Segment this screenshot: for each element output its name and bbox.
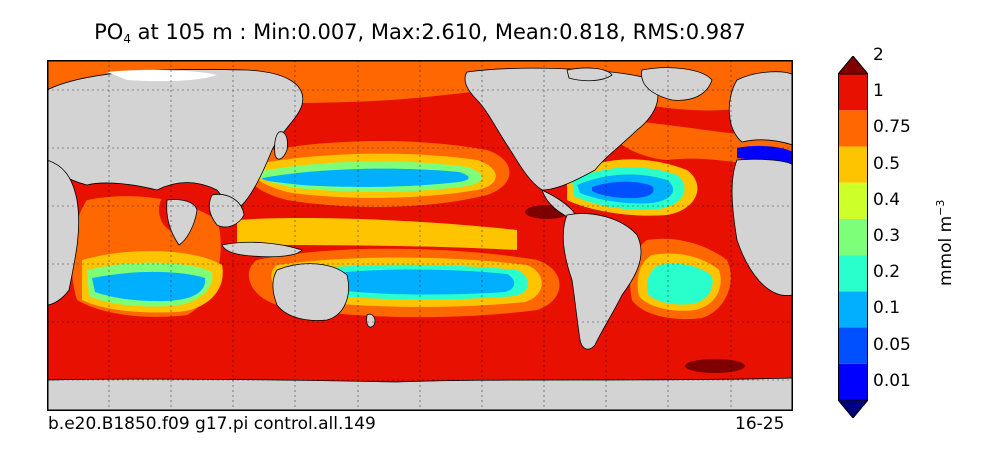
colorbar-segment (838, 146, 868, 183)
colorbar-tick-label: 0.05 (873, 334, 911, 355)
colorbar-tick-label: 1 (873, 81, 884, 102)
arctic-ice (107, 69, 217, 82)
colorbar-tick-label: 0.1 (873, 298, 901, 319)
colorbar-tick-label: 0.01 (873, 370, 911, 391)
land-arctic-islands (566, 67, 613, 82)
unit-exponent: −3 (934, 199, 948, 216)
colorbar-segment (838, 327, 868, 364)
unit-base: mmol m (935, 215, 956, 287)
colorbar-segment (838, 291, 868, 328)
colorbar-segment (838, 182, 868, 219)
land-africa-east (731, 158, 793, 296)
colorbar-segment (838, 110, 868, 147)
colorbar-tick-label: 0.5 (873, 153, 901, 174)
colorbar-frame (838, 73, 868, 401)
land-india (166, 199, 198, 246)
world-map (47, 60, 793, 411)
title-variable: PO (94, 20, 124, 44)
south-atlantic-teal (647, 263, 713, 305)
gridlines (47, 60, 793, 411)
land-europe (728, 71, 793, 146)
north-pacific-blue (262, 168, 469, 187)
colorbar-tick-label: 0.3 (873, 226, 901, 246)
indian-ocean-blue (92, 271, 206, 302)
colorbar-tick-label: 0.4 (873, 189, 901, 210)
colorbar-segment (838, 218, 868, 256)
land-southeast-asia (208, 193, 245, 228)
colorbar-segment (838, 255, 868, 292)
case-name: b.e20.B1850.f09 g17.pi control.all.149 (48, 414, 376, 434)
sargasso-blue (592, 181, 654, 199)
colorbar-tick-label: 0.75 (873, 117, 911, 138)
plot-title: PO4 at 105 m : Min:0.007, Max:2.610, Mea… (0, 20, 840, 46)
colorbar-tick-label: 0.2 (873, 262, 901, 283)
land-australia (272, 263, 349, 321)
south-pacific-blue (323, 269, 515, 295)
colorbar-unit-label: mmol m−3 (934, 198, 956, 288)
land-north-america (464, 67, 659, 191)
colorbar-segment (838, 74, 868, 111)
land-japan (274, 131, 288, 160)
southern-ocean-dark (685, 359, 745, 373)
colorbar-segment (838, 363, 868, 400)
title-subscript: 4 (123, 32, 131, 46)
map-frame (47, 60, 793, 411)
land-new-zealand (366, 313, 376, 328)
colorbar-tick-label: 2 (873, 44, 884, 65)
land-antarctica (47, 377, 793, 411)
colorbar-extend-min (838, 399, 868, 418)
year-range: 16-25 (735, 414, 785, 434)
land-indonesia (221, 241, 303, 258)
colorbar (838, 56, 868, 418)
land-eurasia (47, 68, 304, 207)
colorbar-extend-max (838, 56, 868, 75)
equatorial-pacific-yellow (237, 218, 517, 250)
land-africa (47, 159, 80, 306)
land (47, 67, 793, 411)
land-south-america (562, 213, 642, 350)
title-stats: at 105 m : Min:0.007, Max:2.610, Mean:0.… (130, 20, 746, 44)
mediterranean-blue (737, 145, 793, 165)
land-greenland (641, 67, 713, 101)
